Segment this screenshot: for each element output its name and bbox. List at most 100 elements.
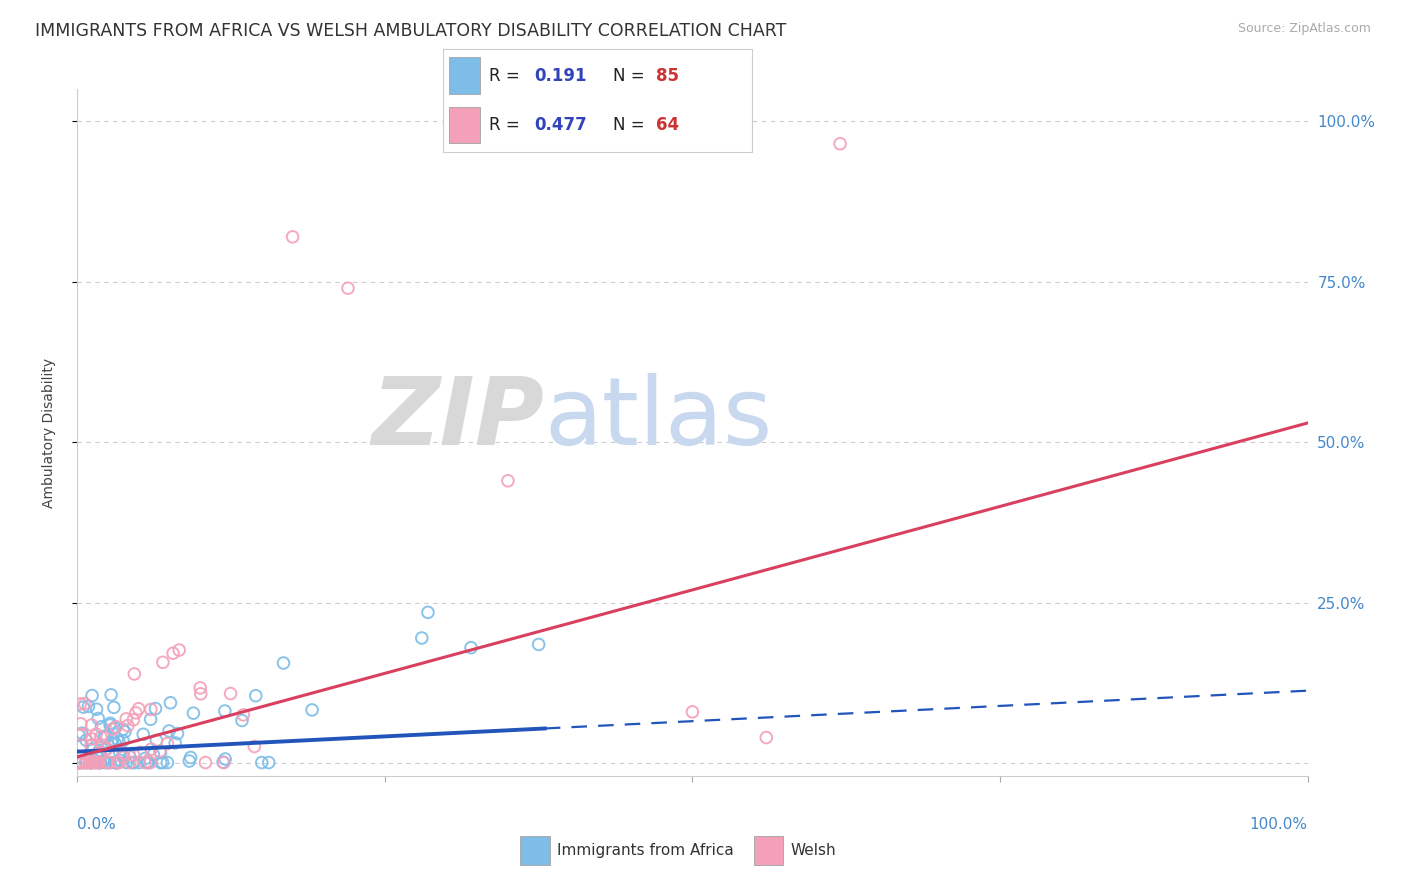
Point — [75, 756, 97, 770]
Point — [93, 730, 115, 744]
Point — [79, 756, 101, 770]
Point — [83, 753, 105, 767]
Point — [79, 756, 101, 770]
Point — [70, 756, 93, 770]
Point — [70, 728, 93, 742]
Point — [152, 656, 174, 670]
Point — [122, 747, 145, 762]
Point — [156, 756, 179, 770]
Point — [105, 731, 128, 746]
Point — [157, 723, 180, 738]
Point — [89, 743, 111, 757]
Point — [103, 721, 125, 735]
Point — [90, 730, 112, 744]
Point — [301, 703, 323, 717]
Point — [243, 739, 266, 754]
Point — [117, 718, 139, 732]
Point — [122, 713, 145, 727]
Point — [98, 718, 121, 732]
Point — [496, 474, 519, 488]
Point — [80, 739, 103, 753]
Point — [136, 756, 159, 770]
Text: ZIP: ZIP — [373, 373, 546, 465]
Point — [190, 687, 212, 701]
Point — [118, 756, 141, 770]
Bar — [449, 57, 479, 95]
Point — [69, 697, 91, 711]
Point — [108, 753, 131, 767]
Y-axis label: Ambulatory Disability: Ambulatory Disability — [42, 358, 56, 508]
Text: 64: 64 — [657, 116, 679, 134]
Point — [94, 729, 117, 743]
Point — [96, 756, 118, 770]
Point — [83, 756, 105, 770]
Point — [94, 756, 117, 770]
Point — [141, 742, 163, 756]
Point — [111, 723, 134, 737]
Point — [167, 643, 190, 657]
Point — [830, 136, 852, 151]
Point — [755, 731, 778, 745]
Point — [129, 746, 152, 760]
Point — [98, 756, 121, 770]
Point — [132, 727, 155, 741]
Point — [67, 756, 90, 770]
Text: Source: ZipAtlas.com: Source: ZipAtlas.com — [1237, 22, 1371, 36]
Point — [156, 737, 179, 751]
Point — [115, 756, 138, 770]
Point — [86, 756, 108, 770]
Point — [103, 700, 125, 714]
Point — [98, 756, 121, 770]
Point — [416, 605, 439, 619]
Point — [162, 646, 184, 660]
Point — [257, 756, 280, 770]
Text: IMMIGRANTS FROM AFRICA VS WELSH AMBULATORY DISABILITY CORRELATION CHART: IMMIGRANTS FROM AFRICA VS WELSH AMBULATO… — [35, 22, 786, 40]
Point — [105, 756, 128, 770]
Point — [121, 756, 143, 770]
Point — [111, 750, 134, 764]
Point — [96, 741, 118, 756]
Point — [108, 746, 131, 760]
Point — [134, 756, 156, 770]
Point — [67, 756, 90, 770]
Point — [72, 756, 94, 770]
Point — [89, 756, 111, 770]
Point — [80, 731, 103, 746]
Point — [149, 744, 172, 758]
Point — [91, 738, 114, 752]
Point — [682, 705, 704, 719]
Point — [212, 755, 235, 769]
Point — [149, 756, 172, 770]
Point — [86, 702, 108, 716]
Point — [124, 667, 146, 681]
Point — [70, 726, 93, 740]
Point — [67, 756, 90, 770]
Text: N =: N = — [613, 116, 650, 134]
Point — [67, 756, 90, 770]
Text: 85: 85 — [657, 67, 679, 85]
Point — [112, 733, 135, 747]
Point — [128, 756, 150, 770]
Point — [245, 689, 267, 703]
Bar — [449, 106, 479, 144]
Point — [75, 756, 97, 770]
Point — [80, 756, 103, 770]
Point — [70, 756, 93, 770]
Bar — [520, 837, 550, 865]
Text: Welsh: Welsh — [792, 843, 837, 858]
Text: 0.0%: 0.0% — [77, 817, 117, 832]
Point — [125, 706, 148, 720]
Point — [79, 756, 101, 770]
Point — [105, 720, 128, 734]
Point — [108, 734, 131, 748]
Point — [84, 727, 107, 741]
Text: 0.477: 0.477 — [534, 116, 586, 134]
Text: R =: R = — [489, 116, 526, 134]
Point — [145, 701, 167, 715]
Point — [69, 716, 91, 731]
Point — [214, 704, 236, 718]
Point — [128, 702, 150, 716]
Point — [183, 706, 205, 720]
Point — [77, 699, 100, 714]
Point — [139, 712, 162, 726]
